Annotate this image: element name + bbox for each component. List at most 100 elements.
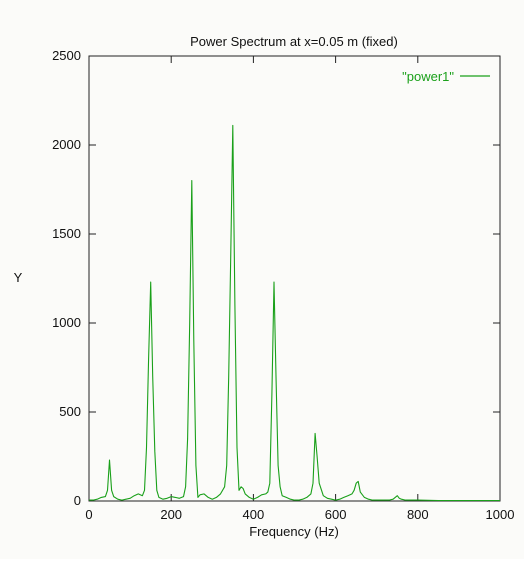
data-point: [107, 490, 108, 491]
data-point: [146, 447, 147, 448]
data-point: [409, 500, 410, 501]
data-point: [380, 500, 381, 501]
data-point: [226, 465, 227, 466]
data-point: [150, 282, 151, 283]
data-point: [152, 376, 153, 377]
data-point: [358, 481, 359, 482]
legend-series-label: "power1": [402, 69, 454, 84]
data-point: [339, 499, 340, 500]
data-point: [360, 492, 361, 493]
data-point: [193, 340, 194, 341]
data-point: [290, 499, 291, 500]
data-point: [388, 500, 389, 501]
y-tick-label: 1500: [52, 226, 81, 241]
data-point: [376, 500, 377, 501]
series-layer: [89, 124, 500, 502]
data-point: [249, 497, 250, 498]
data-point: [417, 500, 418, 501]
data-point: [323, 495, 324, 496]
data-point: [368, 499, 369, 500]
data-point: [191, 180, 192, 181]
data-point: [185, 486, 186, 487]
chart-title: Power Spectrum at x=0.05 m (fixed): [190, 34, 398, 49]
data-point: [384, 500, 385, 501]
data-point: [228, 376, 229, 377]
data-point: [302, 499, 303, 500]
data-point: [354, 490, 355, 491]
data-point: [204, 493, 205, 494]
data-point: [199, 494, 200, 495]
y-axis-label: Y: [14, 270, 23, 285]
data-point: [121, 500, 122, 501]
data-point: [343, 497, 344, 498]
data-point: [312, 483, 313, 484]
data-point: [195, 465, 196, 466]
data-point: [282, 495, 283, 496]
x-tick-label: 0: [85, 507, 92, 522]
data-point: [395, 497, 396, 498]
data-point: [499, 500, 500, 501]
data-point: [105, 496, 106, 497]
data-point: [245, 493, 246, 494]
legend: "power1": [402, 69, 490, 84]
data-point: [234, 305, 235, 306]
data-point: [212, 499, 213, 500]
data-point: [243, 488, 244, 489]
data-point: [393, 499, 394, 500]
data-point: [351, 493, 352, 494]
data-point: [183, 496, 184, 497]
plot-frame: [88, 55, 501, 502]
data-point: [175, 497, 176, 498]
data-point: [113, 496, 114, 497]
data-point: [310, 493, 311, 494]
data-point: [111, 490, 112, 491]
data-point: [230, 251, 231, 252]
data-point: [401, 499, 402, 500]
x-tick-label: 200: [160, 507, 182, 522]
data-point: [275, 376, 276, 377]
data-point: [238, 490, 239, 491]
y-tick-label: 2500: [52, 48, 81, 63]
data-point: [331, 499, 332, 500]
data-point: [347, 495, 348, 496]
x-tick-label: 400: [243, 507, 265, 522]
data-point: [156, 490, 157, 491]
data-point: [319, 483, 320, 484]
y-tick-label: 2000: [52, 137, 81, 152]
data-point: [257, 497, 258, 498]
data-point: [271, 394, 272, 395]
series-line-power1: [89, 124, 500, 502]
data-point: [154, 451, 155, 452]
data-point: [458, 500, 459, 501]
data-point: [216, 497, 217, 498]
data-point: [158, 497, 159, 498]
data-point: [273, 282, 274, 283]
x-tick-label: 600: [325, 507, 347, 522]
data-point: [405, 500, 406, 501]
data-point: [142, 495, 143, 496]
data-point: [265, 493, 266, 494]
data-point: [479, 500, 480, 501]
data-point: [97, 499, 98, 500]
data-point: [315, 433, 316, 434]
data-point: [148, 358, 149, 359]
data-point: [372, 500, 373, 501]
data-point: [197, 497, 198, 498]
data-point: [397, 495, 398, 496]
data-point: [189, 322, 190, 323]
data-point: [438, 500, 439, 501]
data-point: [109, 460, 110, 461]
data-point: [413, 500, 414, 501]
data-point: [117, 499, 118, 500]
data-point: [125, 499, 126, 500]
data-point: [232, 125, 233, 126]
data-point: [364, 497, 365, 498]
data-point: [224, 486, 225, 487]
data-point: [167, 498, 168, 499]
data-point: [220, 493, 221, 494]
data-point: [280, 486, 281, 487]
data-point: [298, 500, 299, 501]
data-point: [138, 493, 139, 494]
data-point: [171, 496, 172, 497]
